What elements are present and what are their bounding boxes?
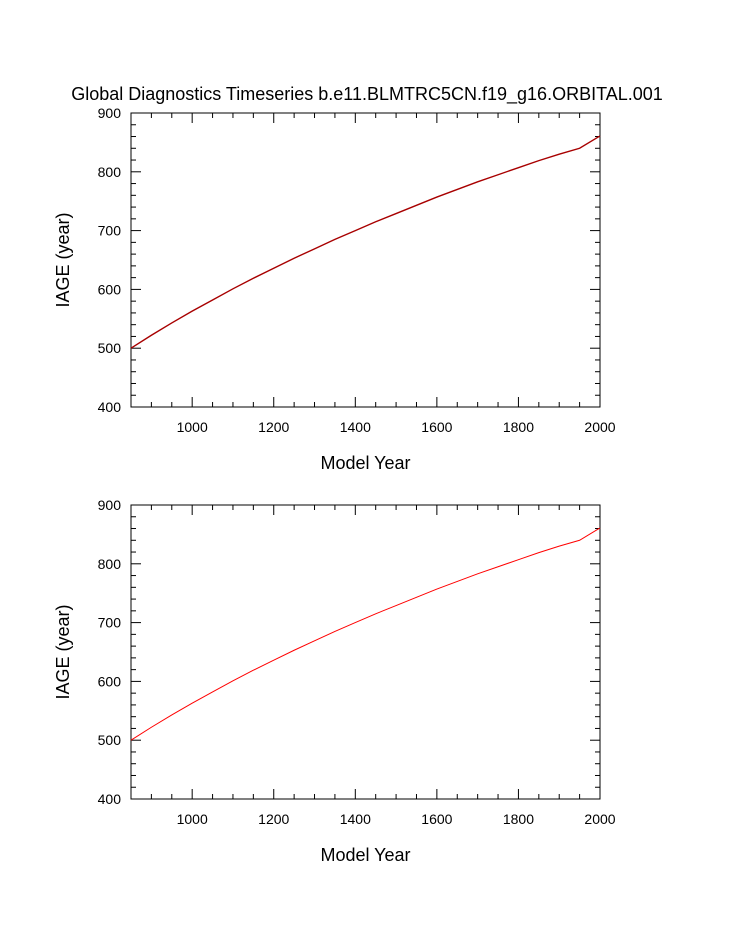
- y-tick-label: 700: [98, 615, 122, 631]
- y-tick-label: 400: [98, 791, 122, 807]
- y-tick-label: 900: [98, 105, 122, 121]
- y-axis-label: IAGE (year): [53, 212, 73, 307]
- y-axis-label: IAGE (year): [53, 604, 73, 699]
- y-tick-label: 600: [98, 281, 122, 297]
- series-line: [130, 135, 601, 349]
- x-tick-label: 1000: [177, 419, 208, 435]
- x-tick-label: 1400: [340, 419, 371, 435]
- plot-frame: [130, 504, 601, 800]
- y-tick-label: 800: [98, 556, 122, 572]
- y-tick-label: 400: [98, 399, 122, 415]
- chart-panel-top: 1000 1200 1400 1600 1800 2000 400 500 600 700 800…: [53, 105, 616, 473]
- y-tick-labels: 400 500 600 700 800 900: [98, 497, 122, 807]
- tick-marks: [130, 112, 601, 408]
- x-tick-label: 1800: [503, 419, 534, 435]
- x-tick-label: 1600: [421, 811, 452, 827]
- series-line: [130, 527, 601, 741]
- y-tick-labels: 400 500 600 700 800 900: [98, 105, 122, 415]
- x-tick-label: 2000: [584, 419, 615, 435]
- y-tick-label: 900: [98, 497, 122, 513]
- y-tick-label: 500: [98, 732, 122, 748]
- y-tick-label: 600: [98, 673, 122, 689]
- x-tick-label: 1200: [258, 811, 289, 827]
- x-tick-labels: 1000 1200 1400 1600 1800 2000: [177, 811, 616, 827]
- y-tick-label: 800: [98, 164, 122, 180]
- x-tick-labels: 1000 1200 1400 1600 1800 2000: [177, 419, 616, 435]
- figure-title: Global Diagnostics Timeseries b.e11.BLMT…: [71, 84, 663, 105]
- x-tick-label: 1400: [340, 811, 371, 827]
- x-axis-label: Model Year: [320, 453, 410, 473]
- chart-panel-bottom: 1000 1200 1400 1600 1800 2000 400 500 600 700 800…: [53, 497, 616, 865]
- y-tick-label: 700: [98, 223, 122, 239]
- x-tick-label: 2000: [584, 811, 615, 827]
- tick-marks: [130, 504, 601, 800]
- x-tick-label: 1600: [421, 419, 452, 435]
- x-tick-label: 1800: [503, 811, 534, 827]
- x-tick-label: 1200: [258, 419, 289, 435]
- plot-frame: [130, 112, 601, 408]
- y-tick-label: 500: [98, 340, 122, 356]
- x-tick-label: 1000: [177, 811, 208, 827]
- x-axis-label: Model Year: [320, 845, 410, 865]
